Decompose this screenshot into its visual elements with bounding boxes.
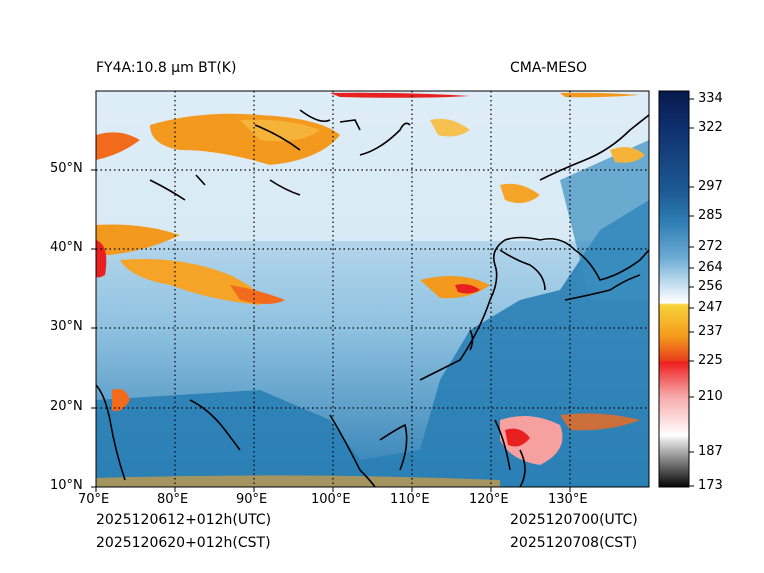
cb-label-285: 285 [698,208,723,223]
map-title: FY4A:10.8 μm BT(K) [96,60,237,76]
cb-label-272: 272 [698,239,723,254]
cb-label-256: 256 [698,279,723,294]
lon-label-80: 80°E [157,492,189,507]
lon-label-90: 90°E [236,492,268,507]
cb-label-210: 210 [698,389,723,404]
lat-label-40: 40°N [50,240,83,255]
cb-label-322: 322 [698,120,723,135]
cb-label-225: 225 [698,353,723,368]
cloud-patches [96,92,645,487]
lat-label-10: 10°N [50,478,83,493]
lat-label-30: 30°N [50,319,83,334]
lon-label-120: 120°E [469,492,509,507]
model-title: CMA-MESO [510,60,588,76]
map-frame [95,90,650,488]
colorbar-ticks [689,98,694,487]
lon-label-130: 130°E [548,492,588,507]
lon-label-100: 100°E [311,492,351,507]
valid-time-utc: 2025120700(UTC) [510,512,638,528]
cb-label-247: 247 [698,300,723,315]
lon-label-110: 110°E [390,492,430,507]
coastlines [96,109,649,487]
lat-label-50: 50°N [50,161,83,176]
valid-time-cst: 2025120708(CST) [510,535,638,551]
cb-label-187: 187 [698,444,723,459]
init-time-cst: 2025120620+012h(CST) [96,535,271,551]
cb-label-297: 297 [698,179,723,194]
cb-label-173: 173 [698,478,723,493]
init-time-utc: 2025120612+012h(UTC) [96,512,272,528]
gridlines [96,91,649,487]
colorbar [658,90,690,488]
lon-label-70: 70°E [78,492,110,507]
cb-label-237: 237 [698,324,723,339]
cb-label-334: 334 [698,91,723,106]
lat-label-20: 20°N [50,399,83,414]
cb-label-264: 264 [698,260,723,275]
